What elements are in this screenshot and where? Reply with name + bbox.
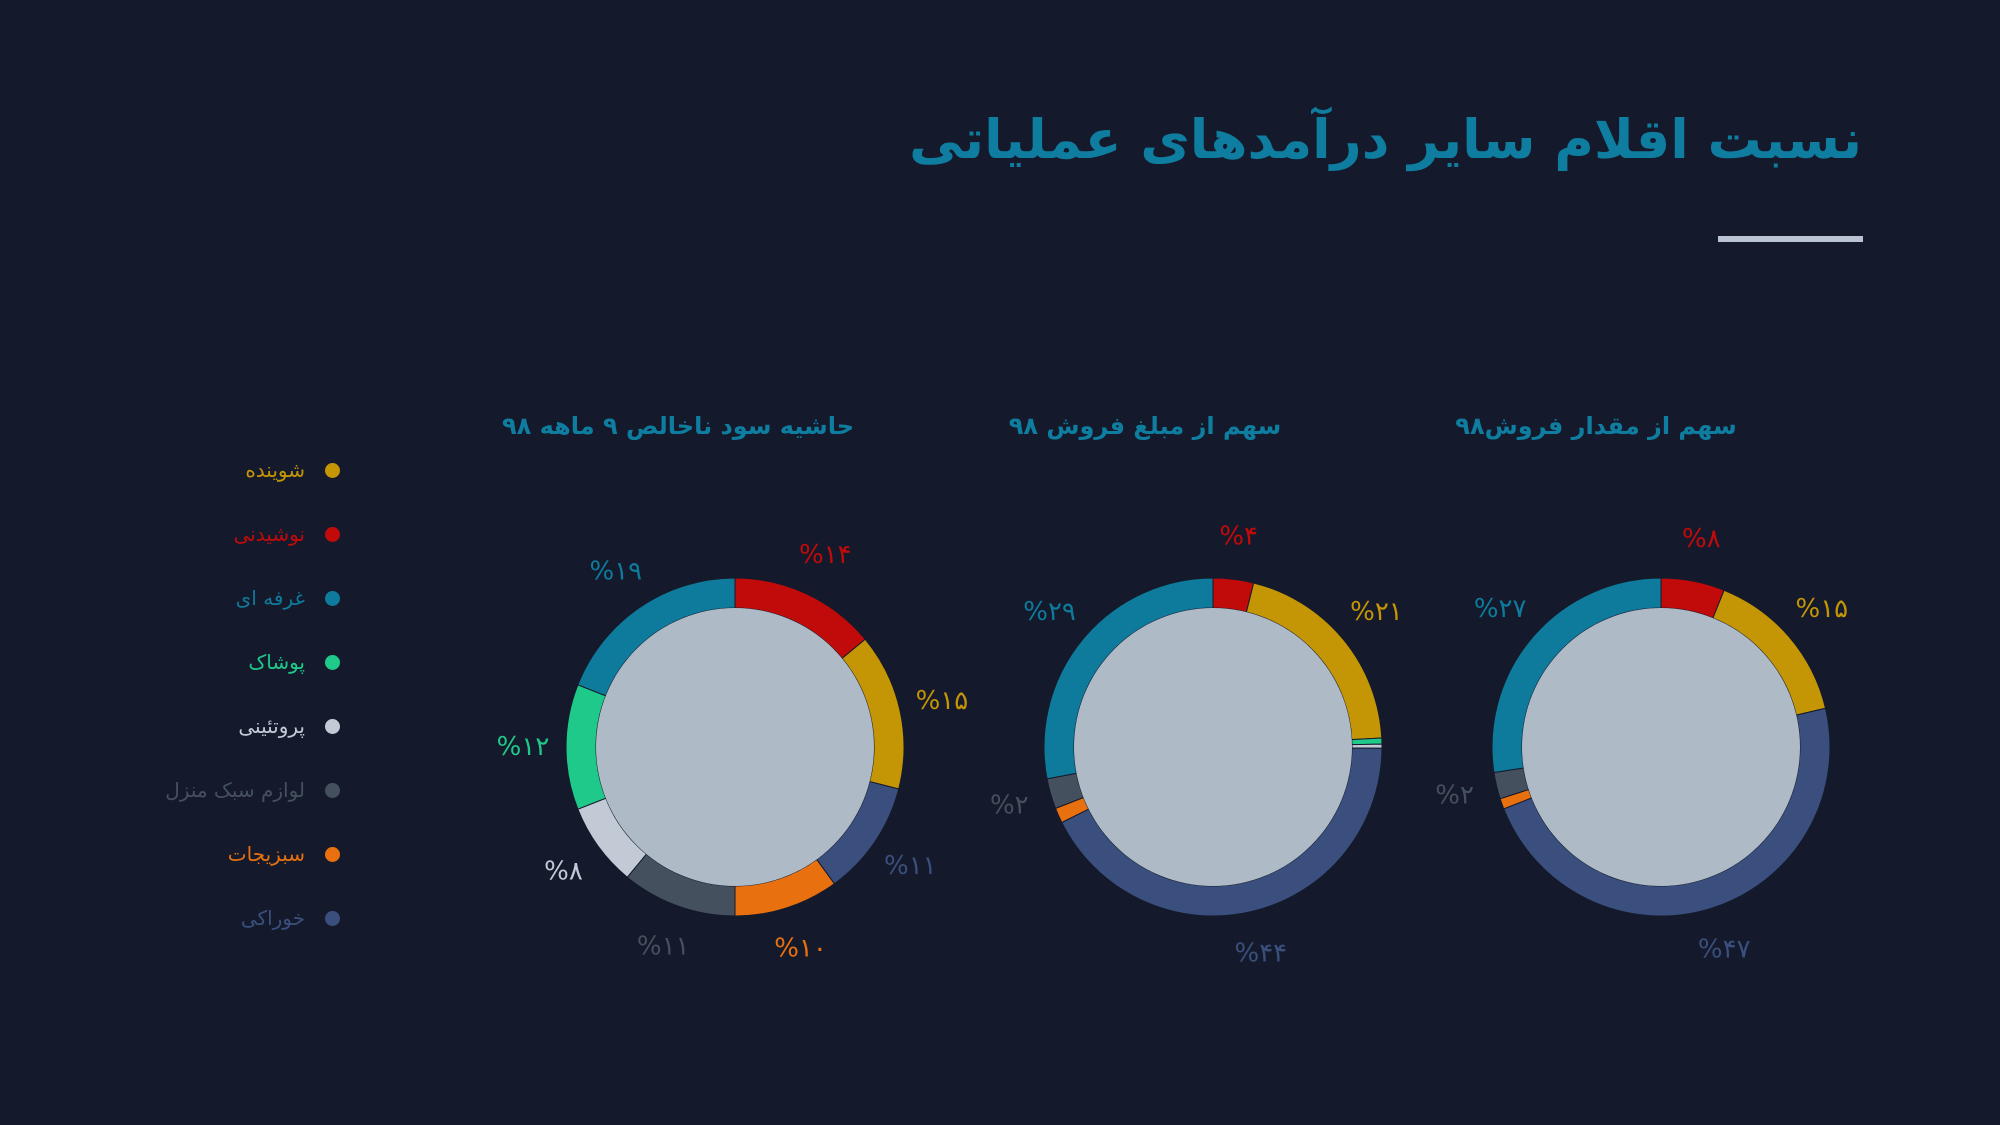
legend-dot	[325, 526, 340, 542]
chart-title: سهم از مقدار فروش۹۸	[1455, 412, 1737, 440]
legend-dot	[325, 910, 340, 926]
legend-label: سبزیجات	[227, 842, 305, 866]
slice-value-label: %۱۱	[637, 931, 690, 961]
legend-item: غرفه ای	[165, 566, 340, 630]
legend-label: پوشاک	[248, 650, 305, 674]
chart-title: حاشیه سود ناخالص ۹ ماهه ۹۸	[501, 412, 855, 440]
legend-item: لوازم سبک منزل	[165, 758, 340, 822]
slice-value-label: %۲۷	[1474, 594, 1527, 624]
legend-dot	[325, 590, 340, 606]
slice-value-label: %۱۱	[884, 851, 937, 881]
slice-value-label: %۸	[544, 857, 583, 887]
slice-value-label: %۲	[990, 791, 1029, 821]
legend-label: لوازم سبک منزل	[165, 778, 305, 802]
legend-label: نوشیدنی	[233, 522, 305, 546]
title-underline	[1718, 236, 1863, 242]
legend-dot	[325, 718, 340, 734]
legend-label: غرفه ای	[235, 586, 305, 610]
legend-item: سبزیجات	[165, 822, 340, 886]
donut-hole	[1074, 608, 1352, 886]
page-title: نسبت اقلام سایر درآمدهای عملیاتی	[909, 108, 1862, 171]
legend: شوینده نوشیدنی غرفه ای پوشاک پروتئینی لو…	[165, 438, 340, 950]
slice-value-label: %۱۴	[799, 540, 852, 570]
slice-value-label: %۱۹	[590, 557, 643, 587]
donut-hole	[1522, 608, 1800, 886]
slice-value-label: %۲۹	[1023, 597, 1076, 627]
legend-item: شوینده	[165, 438, 340, 502]
legend-dot	[325, 462, 340, 478]
donut-hole	[596, 608, 874, 886]
legend-item: پروتئینی	[165, 694, 340, 758]
legend-dot	[325, 654, 340, 670]
chart-title: سهم از مبلغ فروش ۹۸	[1008, 412, 1282, 440]
slice-value-label: %۱۲	[497, 732, 550, 762]
slice-value-label: %۴۴	[1235, 939, 1288, 969]
slice-value-label: %۴	[1219, 522, 1258, 552]
legend-label: شوینده	[245, 458, 305, 482]
donut-slice	[1351, 737, 1383, 746]
slice-value-label: %۸	[1682, 524, 1721, 554]
slice-value-label: %۲	[1435, 781, 1474, 811]
slice-value-label: %۱۵	[916, 686, 969, 716]
legend-item: نوشیدنی	[165, 502, 340, 566]
slice-value-label: %۱۰	[774, 934, 827, 964]
slice-value-label: %۱۵	[1796, 594, 1849, 624]
legend-dot	[325, 782, 340, 798]
legend-label: پروتئینی	[238, 714, 305, 738]
slice-value-label: %۴۷	[1698, 934, 1751, 964]
slice-value-label: %۲۱	[1350, 597, 1403, 627]
legend-label: خوراکی	[240, 906, 305, 930]
legend-dot	[325, 846, 340, 862]
legend-item: پوشاک	[165, 630, 340, 694]
legend-item: خوراکی	[165, 886, 340, 950]
